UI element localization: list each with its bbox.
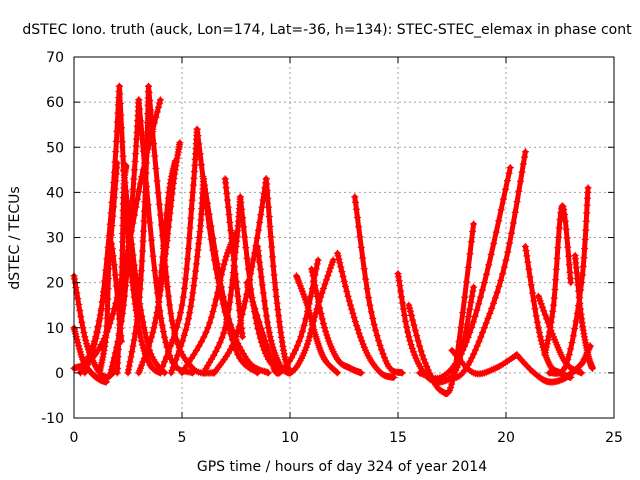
y-tick-label: 30	[46, 231, 64, 247]
y-tick-label: 20	[46, 276, 64, 292]
y-tick-label: 10	[46, 321, 64, 337]
axis-ticks	[73, 56, 615, 419]
series-trace	[438, 149, 528, 383]
y-tick-label: 40	[46, 185, 64, 201]
y-tick-label: -10	[41, 411, 64, 427]
x-axis-label: GPS time / hours of day 324 of year 2014	[197, 459, 487, 475]
x-tick-label: 15	[389, 430, 407, 446]
x-tick-label: 5	[178, 430, 187, 446]
y-axis-label: dSTEC / TECUs	[7, 186, 23, 289]
data-markers	[70, 82, 596, 398]
y-tick-label: 0	[55, 366, 64, 382]
y-tick-label: 50	[46, 140, 64, 156]
x-tick-label: 25	[605, 430, 623, 446]
y-tick-label: 70	[46, 50, 64, 66]
x-tick-label: 0	[70, 430, 79, 446]
chart-title: dSTEC Iono. truth (auck, Lon=174, Lat=-3…	[22, 22, 632, 38]
x-tick-label: 20	[497, 430, 515, 446]
y-tick-label: 60	[46, 95, 64, 111]
x-tick-label: 10	[281, 430, 299, 446]
axis-tick-labels: 0 5 10 15 20 25 -10 0 10 20 30 40 50 60 70	[41, 50, 623, 446]
